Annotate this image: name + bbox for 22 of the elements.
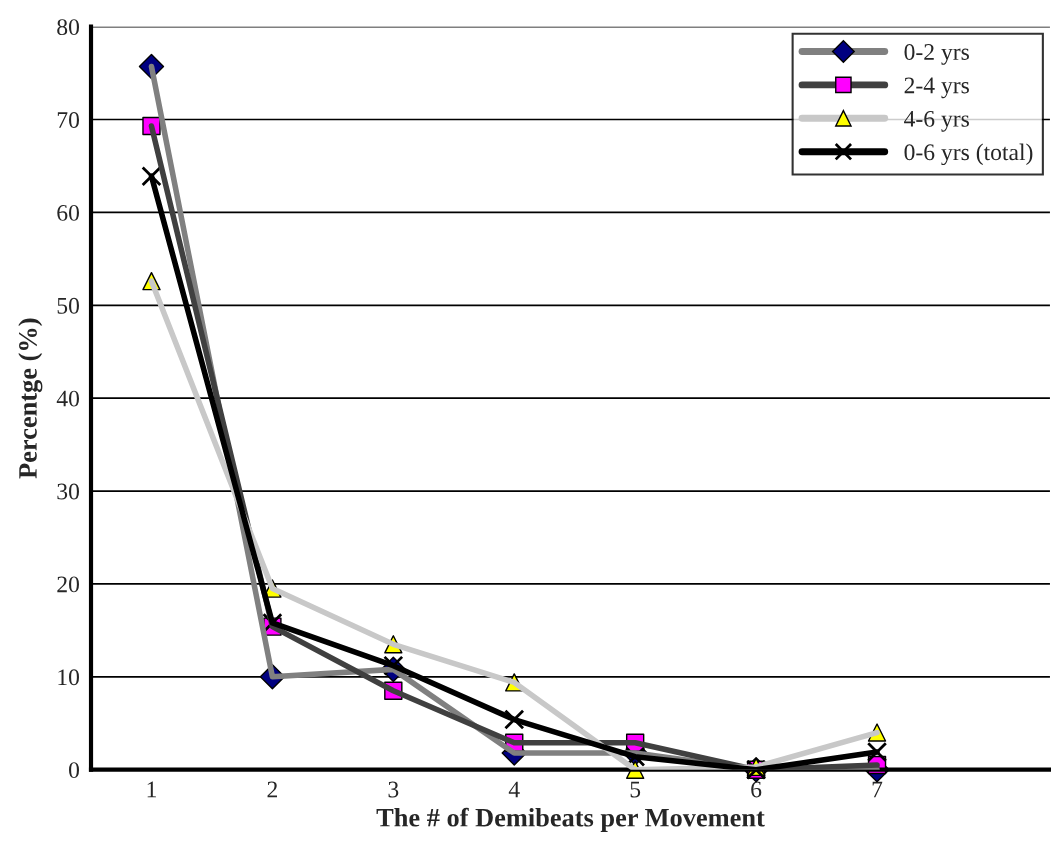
y-tick-label: 60 — [57, 204, 80, 221]
x-tick-label: 1 — [147, 781, 156, 798]
y-tick-label: 20 — [57, 576, 80, 593]
x-tick-label: 7 — [872, 781, 883, 798]
x-tick-label: 6 — [751, 781, 762, 798]
y-tick-label: 50 — [57, 297, 80, 314]
legend-label: 0-2 yrs — [904, 44, 969, 65]
x-tick-label: 4 — [508, 781, 520, 798]
y-tick-label: 30 — [57, 483, 80, 500]
legend-label: 4-6 yrs — [904, 110, 969, 132]
y-axis-title: Percentge (%) — [18, 318, 43, 479]
x-tick-label: 3 — [388, 781, 399, 798]
x-tick-label: 2 — [267, 781, 277, 798]
y-tick-label: 70 — [57, 112, 80, 128]
x-tick-label: 5 — [630, 781, 641, 798]
x-axis-title: The # of Demibeats per Movement — [376, 807, 765, 832]
y-tick-label: 0 — [69, 762, 80, 779]
y-tick-label: 80 — [57, 19, 80, 36]
legend-label: 2-4 yrs — [904, 77, 969, 99]
y-tick-label: 40 — [56, 390, 80, 407]
y-tick-label: 10 — [58, 669, 80, 686]
legend-label: 0-6 yrs (total) — [904, 143, 1033, 166]
